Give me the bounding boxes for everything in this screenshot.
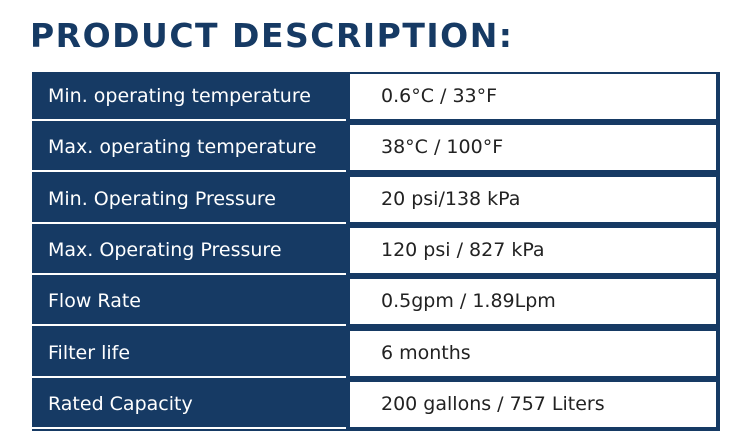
- row-value: 120 psi / 827 kPa: [350, 227, 716, 273]
- row-value: 0.5gpm / 1.89Lpm: [350, 279, 716, 325]
- spec-table: Min. operating temperature 0.6°C / 33°F Ma…: [32, 72, 720, 431]
- row-value: 200 gallons / 757 Liters: [350, 381, 716, 427]
- table-row: Filter life 6 months: [32, 328, 720, 378]
- title: PRODUCT DESCRIPTION:: [30, 16, 514, 55]
- table-row: Rated Capacity 200 gallons / 757 Liters: [32, 379, 720, 429]
- table-row: Flow Rate 0.5gpm / 1.89Lpm: [32, 277, 720, 327]
- row-label: Filter life: [32, 328, 346, 378]
- row-label: Min. operating temperature: [32, 72, 346, 121]
- row-value: 38°C / 100°F: [350, 125, 716, 171]
- row-value: 6 months: [350, 330, 716, 376]
- row-label: Min. Operating Pressure: [32, 174, 346, 224]
- table-row: Min. Operating Pressure 20 psi/138 kPa: [32, 174, 720, 224]
- row-label: Max. Operating Pressure: [32, 225, 346, 275]
- row-value: 20 psi/138 kPa: [350, 176, 716, 222]
- table-row: Min. operating temperature 0.6°C / 33°F: [32, 72, 720, 121]
- row-label: Flow Rate: [32, 277, 346, 327]
- row-value: 0.6°C / 33°F: [350, 74, 716, 119]
- table-row: Max. operating temperature 38°C / 100°F: [32, 123, 720, 173]
- row-label: Rated Capacity: [32, 379, 346, 429]
- row-label: Max. operating temperature: [32, 123, 346, 173]
- table-row: Max. Operating Pressure 120 psi / 827 kPa: [32, 225, 720, 275]
